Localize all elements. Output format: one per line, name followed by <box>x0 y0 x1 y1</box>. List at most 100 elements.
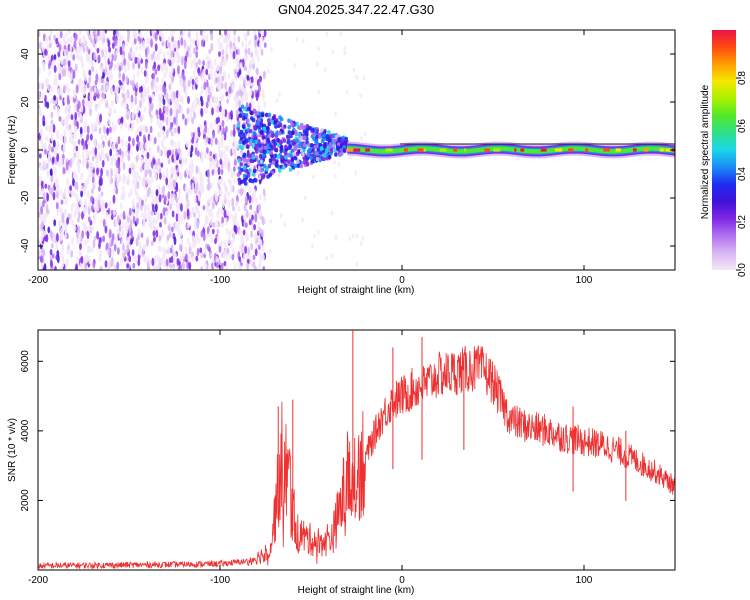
spectrogram-cell <box>148 146 152 155</box>
spectrogram-cell <box>194 133 198 142</box>
spectrogram-cell <box>166 234 170 241</box>
spectrogram-cell <box>187 96 190 104</box>
spectrogram-cell <box>88 171 92 179</box>
spectrogram-cell <box>229 166 232 172</box>
spectrogram-cell <box>218 42 222 51</box>
spectrogram-cell <box>130 101 134 109</box>
spectrogram-cell <box>136 202 140 210</box>
spectrogram-cell <box>313 233 317 239</box>
spectrogram-cell <box>44 149 47 155</box>
spectrogram-hotspot <box>520 148 525 152</box>
spectrogram-cell <box>180 37 184 46</box>
spectrogram-cell <box>183 211 187 220</box>
spectrogram-cell <box>244 194 248 205</box>
spectrogram-cell <box>199 30 203 36</box>
spectrogram-cell <box>112 194 116 204</box>
spectrogram-cell <box>91 176 95 184</box>
spectrogram-cell <box>156 118 160 126</box>
spectrogram-cell <box>260 112 265 118</box>
spectrogram-cell <box>172 129 176 136</box>
spectrogram-cell <box>119 46 123 56</box>
spectrogram-cell <box>87 104 91 112</box>
spectrogram-cell <box>38 248 41 258</box>
spectrogram-cell <box>206 54 209 61</box>
spectrogram-cell <box>337 137 341 142</box>
spectrogram-cell <box>65 48 69 56</box>
spectrogram-cell <box>128 136 131 142</box>
spectrogram-cell <box>250 111 254 116</box>
spectrogram-cell <box>212 130 216 139</box>
spectrogram-cell <box>110 168 113 178</box>
spectrogram-cell <box>345 90 349 95</box>
spectrogram-cell <box>168 83 172 91</box>
spectrogram-cell <box>86 82 90 89</box>
spectrogram-cell <box>109 68 113 78</box>
spectrogram-cell <box>157 245 161 252</box>
spectrogram-cell <box>97 198 101 208</box>
spectrogram-cell <box>286 159 291 164</box>
spectrogram-cell <box>249 87 253 97</box>
spectrogram-cell <box>59 251 63 258</box>
spectrogram-hotspot <box>555 148 563 152</box>
spectrogram-cell <box>133 184 137 191</box>
spectrogram-cell <box>112 143 115 153</box>
spectrogram-cell <box>146 36 149 45</box>
spectrogram-cell <box>317 134 322 140</box>
spectrogram-cell <box>158 194 162 203</box>
spectrogram-cell <box>200 187 204 194</box>
spectrogram-cell <box>167 98 171 104</box>
spectrogram-cell <box>254 144 259 150</box>
spectrogram-cell <box>167 36 171 42</box>
spectrogram-cell <box>87 225 91 233</box>
spectrogram-cell <box>244 42 248 49</box>
spectrogram-cell <box>90 133 93 141</box>
spectrogram-cell <box>186 107 190 115</box>
spectrogram-cell <box>221 199 225 209</box>
spectrogram-cell <box>214 137 218 145</box>
spectrogram-cell <box>244 113 249 118</box>
spectrogram-cell <box>242 173 247 179</box>
spectrogram-cell <box>167 225 171 231</box>
spectrogram-cell <box>305 132 309 137</box>
spectrogram-cell <box>46 101 50 109</box>
spectrogram-cell <box>150 189 154 199</box>
spectrogram-cell <box>45 35 48 44</box>
spectrogram-cell <box>193 69 196 78</box>
y-tick-label: -20 <box>20 190 31 205</box>
spectrogram-cell <box>112 155 115 162</box>
spectrogram-cell <box>174 252 177 261</box>
spectrogram-cell <box>205 63 209 70</box>
spectrogram-cell <box>142 88 146 97</box>
spectrogram-cell <box>304 195 307 201</box>
spectrogram-cell <box>38 189 42 197</box>
spectrogram-cell <box>197 99 201 106</box>
spectrogram-cell <box>127 30 130 38</box>
spectrogram-cell <box>38 69 41 76</box>
spectrogram-cell <box>267 164 272 169</box>
spectrogram-cell <box>73 102 77 112</box>
spectrogram-cell <box>217 166 221 176</box>
spectrogram-cell <box>108 259 112 269</box>
spectrogram-cell <box>149 125 153 134</box>
spectrogram-cell <box>102 205 105 215</box>
spectrogram-cell <box>256 78 260 87</box>
spectrogram-cell <box>239 62 243 68</box>
spectrogram-cell <box>278 131 282 136</box>
spectrogram-cell <box>59 30 63 39</box>
spectrogram-cell <box>143 106 147 113</box>
spectrogram-cell <box>41 228 45 238</box>
spectrogram-cell <box>50 86 54 93</box>
spectrogram-cell <box>160 162 164 168</box>
spectrogram-cell <box>195 31 199 41</box>
spectrogram-cell <box>211 228 215 235</box>
spectrogram-cell <box>349 154 352 160</box>
spectrogram-cell <box>69 72 73 82</box>
spectrogram-cell <box>152 217 156 226</box>
spectrogram-ridge-cell <box>524 148 527 154</box>
spectrogram-cell <box>181 251 185 260</box>
spectrogram-cell <box>294 144 299 149</box>
spectrogram-cell <box>130 51 134 59</box>
spectrogram-cell <box>283 150 288 156</box>
spectrogram-cell <box>214 238 217 245</box>
spectrogram-cell <box>327 130 331 135</box>
